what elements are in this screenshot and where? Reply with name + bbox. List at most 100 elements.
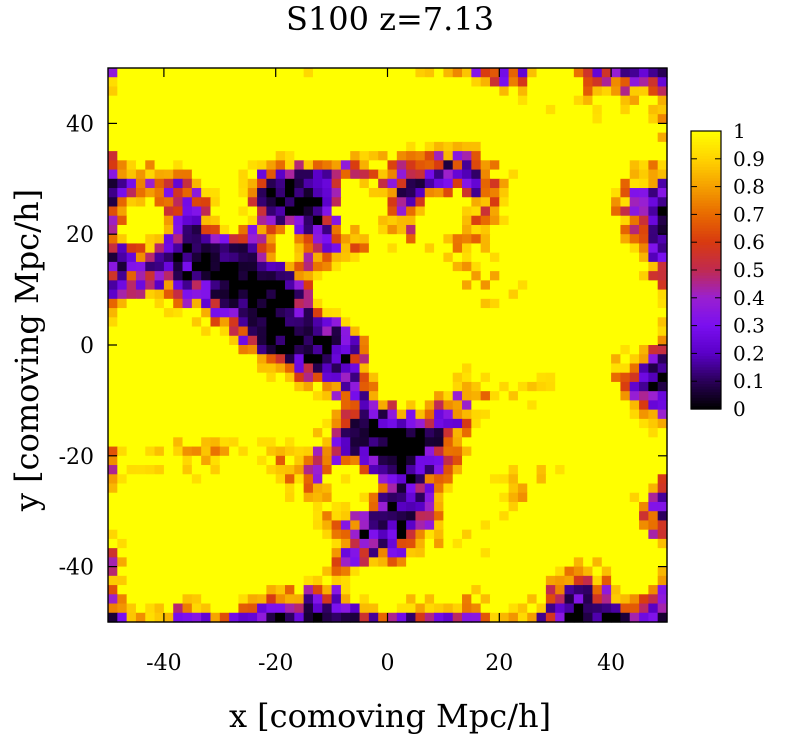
- heatmap-cell: [303, 409, 314, 420]
- heatmap-cell: [331, 345, 342, 355]
- heatmap-cell: [583, 335, 594, 346]
- heatmap-cell: [536, 77, 547, 88]
- heatmap-cell: [173, 95, 184, 106]
- heatmap-cell: [135, 492, 146, 503]
- heatmap-cell: [639, 308, 649, 318]
- heatmap-cell: [257, 354, 267, 365]
- heatmap-cell: [629, 160, 640, 171]
- heatmap-cell: [620, 206, 631, 217]
- heatmap-cell: [573, 326, 584, 337]
- colorbar-gradient-segment: [691, 144, 721, 149]
- colorbar-gradient-segment: [691, 306, 721, 310]
- heatmap-cell: [210, 215, 221, 226]
- heatmap-cell: [583, 141, 594, 152]
- heatmap-cell: [294, 261, 305, 272]
- heatmap-cell: [527, 400, 538, 411]
- heatmap-cell: [350, 585, 361, 595]
- heatmap-cell: [629, 585, 640, 595]
- heatmap-cell: [201, 501, 212, 512]
- heatmap-cell: [573, 188, 584, 198]
- heatmap-cell: [434, 215, 444, 226]
- heatmap-cell: [480, 114, 491, 124]
- heatmap-cell: [135, 317, 146, 328]
- heatmap-cell: [462, 86, 472, 97]
- heatmap-cell: [154, 243, 165, 254]
- heatmap-cell: [648, 197, 659, 208]
- heatmap-cell: [657, 363, 668, 374]
- heatmap-cell: [108, 381, 118, 392]
- colorbar-gradient-segment: [691, 358, 721, 363]
- heatmap-cell: [415, 585, 426, 595]
- heatmap-cell: [294, 566, 305, 577]
- heatmap-cell: [303, 557, 314, 568]
- heatmap-cell: [648, 428, 659, 438]
- heatmap-cell: [275, 86, 286, 97]
- heatmap-cell: [527, 308, 538, 318]
- colorbar-gradient-segment: [691, 361, 721, 366]
- heatmap-cell: [434, 169, 444, 180]
- heatmap-cell: [229, 317, 240, 328]
- heatmap-cell: [303, 603, 314, 614]
- heatmap-cell: [229, 141, 240, 152]
- heatmap-cell: [257, 123, 267, 134]
- heatmap-cell: [285, 104, 295, 115]
- heatmap-cell: [517, 326, 528, 337]
- heatmap-cell: [266, 280, 277, 291]
- heatmap-cell: [145, 483, 156, 494]
- heatmap-cell: [145, 95, 156, 106]
- heatmap-cell: [173, 132, 184, 143]
- heatmap-cell: [266, 557, 277, 568]
- heatmap-cell: [378, 612, 389, 623]
- heatmap-cell: [508, 197, 519, 208]
- heatmap-cell: [611, 160, 622, 171]
- heatmap-cell: [201, 335, 212, 346]
- heatmap-cell: [489, 95, 500, 106]
- heatmap-cell: [285, 354, 295, 365]
- heatmap-cell: [368, 446, 379, 457]
- heatmap-cell: [182, 594, 193, 605]
- heatmap-cell: [378, 132, 389, 143]
- heatmap-cell: [508, 289, 519, 300]
- heatmap-cell: [257, 261, 267, 272]
- heatmap-cell: [592, 372, 603, 383]
- heatmap-cell: [639, 234, 649, 245]
- heatmap-cell: [620, 95, 631, 106]
- heatmap-cell: [443, 298, 454, 309]
- heatmap-cell: [108, 575, 118, 586]
- heatmap-cell: [489, 308, 500, 318]
- heatmap-cell: [555, 298, 566, 309]
- heatmap-cell: [555, 169, 566, 180]
- heatmap-cell: [648, 141, 659, 152]
- heatmap-cell: [322, 354, 333, 365]
- heatmap-cell: [350, 271, 361, 281]
- heatmap-cell: [219, 160, 230, 171]
- heatmap-cell: [443, 612, 454, 623]
- heatmap-cell: [182, 326, 193, 337]
- heatmap-cell: [108, 206, 118, 217]
- heatmap-cell: [247, 594, 258, 605]
- heatmap-cell: [489, 372, 500, 383]
- heatmap-cell: [462, 280, 472, 291]
- heatmap-cell: [629, 206, 640, 217]
- heatmap-cell: [154, 151, 165, 161]
- heatmap-cell: [564, 104, 575, 115]
- heatmap-cell: [173, 104, 184, 115]
- heatmap-cell: [452, 381, 463, 392]
- heatmap-cell: [368, 409, 379, 420]
- heatmap-cell: [517, 603, 528, 614]
- heatmap-cell: [462, 354, 472, 365]
- heatmap-cell: [555, 141, 566, 152]
- heatmap-cell: [452, 178, 463, 189]
- heatmap-cell: [340, 446, 351, 457]
- heatmap-cell: [257, 95, 267, 106]
- heatmap-cell: [536, 104, 547, 115]
- heatmap-cell: [210, 86, 221, 97]
- heatmap-cell: [396, 326, 407, 337]
- heatmap-cell: [592, 298, 603, 309]
- heatmap-cell: [583, 612, 594, 623]
- heatmap-cell: [312, 123, 323, 134]
- heatmap-cell: [219, 400, 230, 411]
- heatmap-cell: [452, 391, 463, 401]
- heatmap-cell: [443, 585, 454, 595]
- heatmap-cell: [294, 123, 305, 134]
